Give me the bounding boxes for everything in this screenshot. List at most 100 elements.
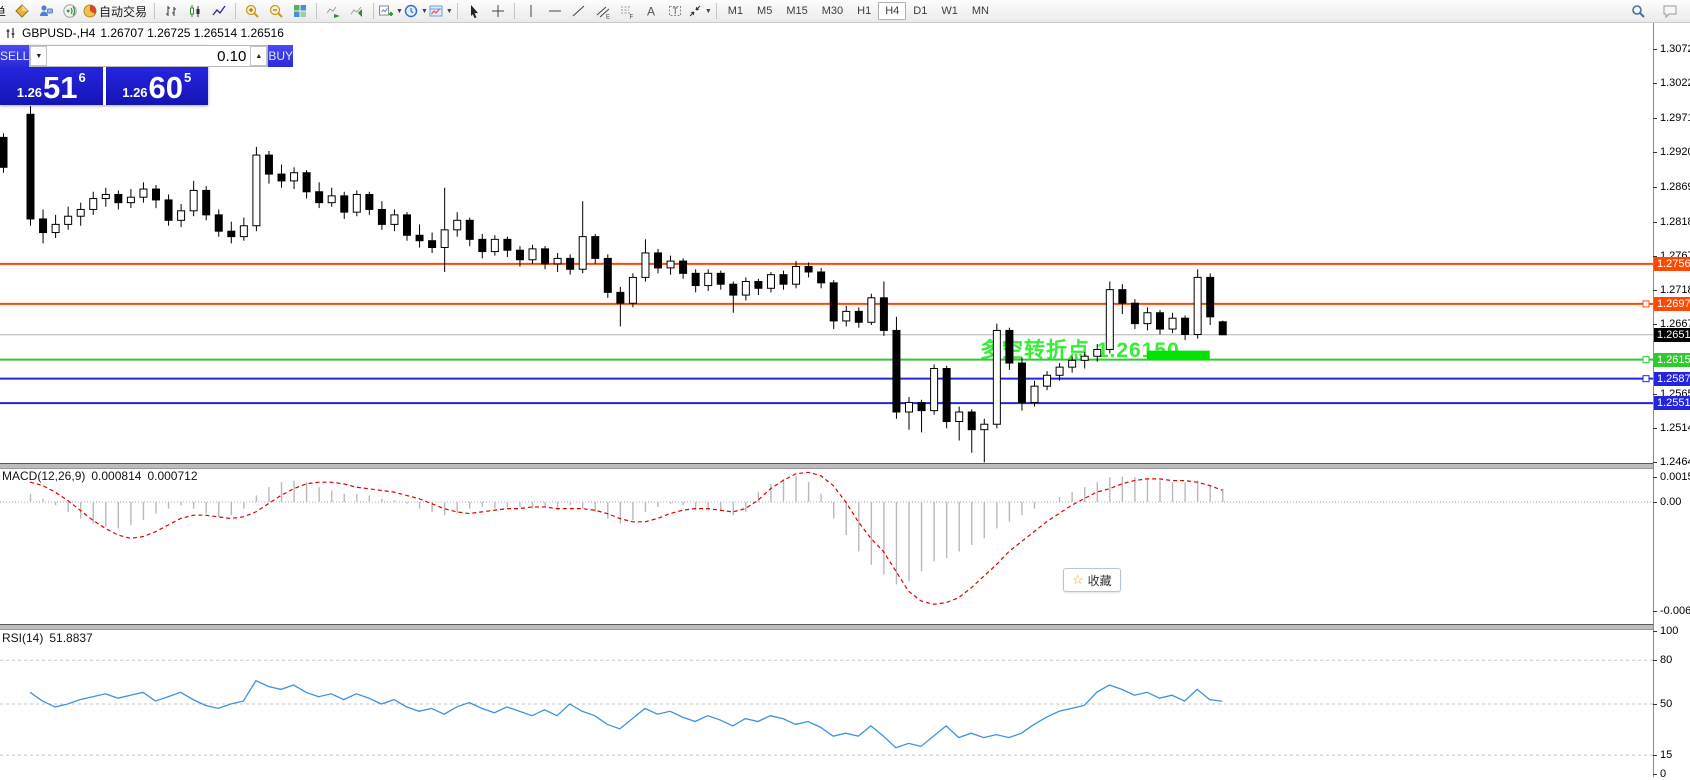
timeframe-m1-button[interactable]: M1	[727, 5, 744, 17]
autotrading-button[interactable]: 自动交易	[82, 1, 150, 21]
timeframe-h4-button[interactable]: H4	[878, 2, 907, 20]
price-level-label: 1.2587	[1654, 371, 1690, 386]
sell-price[interactable]: 1.26 51 6	[0, 67, 103, 105]
axis-tick-label: 100	[1660, 625, 1679, 637]
axis-tick-label: 50	[1660, 698, 1673, 710]
axis-tick-label: 80	[1660, 654, 1673, 667]
axis-tick	[1653, 187, 1657, 188]
dropdown-arrow-icon[interactable]: ▼	[420, 7, 428, 15]
axis-tick	[1653, 502, 1657, 503]
panel-separator-macd[interactable]	[0, 463, 1653, 469]
axis-tick	[1653, 83, 1657, 85]
new-order-icon[interactable]: 单	[0, 1, 10, 21]
axis-tick-label: 1.2920	[1660, 146, 1690, 159]
buy-button[interactable]: BUY	[268, 45, 294, 67]
axis-tick-label: 1.2818	[1660, 215, 1690, 228]
axis-tick	[1653, 289, 1657, 291]
axis-tick	[1653, 774, 1657, 775]
autotrading-button-label: 自动交易	[99, 4, 148, 19]
axis-tick-label: 1.2667	[1660, 318, 1690, 331]
chart-shift-icon[interactable]	[345, 1, 369, 21]
auto-scroll-icon[interactable]	[321, 1, 345, 21]
volume-down-button[interactable]: ▼	[30, 46, 48, 66]
axis-tick	[1653, 610, 1657, 612]
axis-tick	[1653, 755, 1657, 757]
chat-icon[interactable]	[1658, 1, 1682, 21]
toolbar: 单 自动交易 ▼ ▼ ▼ E F A T ▼ M1 M5 M15 M30 H1 H4 D1 W1 MN	[0, 0, 1690, 23]
volume-up-button[interactable]: ▲	[250, 46, 268, 66]
svg-text:E: E	[606, 15, 610, 20]
axis-tick	[1653, 49, 1657, 51]
timeframe-h1-button[interactable]: H1	[857, 5, 872, 17]
channel-icon[interactable]: E	[591, 1, 615, 21]
trendline-icon[interactable]	[567, 1, 591, 21]
axis-tick	[1653, 428, 1657, 430]
arrows-icon[interactable]: ▼	[687, 1, 712, 21]
candlestick-chart-icon[interactable]	[183, 1, 207, 21]
bar-chart-icon[interactable]	[159, 1, 183, 21]
volume-input[interactable]	[47, 46, 251, 66]
cursor-icon[interactable]	[462, 1, 486, 21]
panel-separator-rsi[interactable]	[0, 624, 1653, 630]
favorite-button[interactable]: ☆ 收藏	[1063, 568, 1121, 592]
axis-tick-label: 1.2514	[1660, 422, 1690, 435]
timeframe-m30-button[interactable]: M30	[821, 5, 844, 17]
text-icon[interactable]: A	[639, 1, 663, 21]
templates-icon[interactable]: ▼	[428, 1, 453, 21]
text-label-icon[interactable]: T	[663, 1, 687, 21]
dropdown-arrow-icon[interactable]: ▼	[396, 7, 403, 15]
price-level-label: 1.2615	[1654, 352, 1690, 367]
profiles-icon[interactable]: ▼	[403, 1, 428, 21]
axis-tick-label: 0.00154	[1660, 470, 1690, 483]
axis-tick-label: 0	[1660, 768, 1667, 780]
price-level-label: 1.2756	[1654, 256, 1690, 271]
zoom-out-icon[interactable]	[264, 1, 288, 21]
toolbar-separator	[715, 3, 717, 19]
dropdown-arrow-icon[interactable]: ▼	[704, 7, 712, 15]
axis-tick-label: -0.0066	[1660, 604, 1690, 617]
vertical-line-icon[interactable]	[519, 1, 543, 21]
axis-tick	[1653, 117, 1657, 119]
chart-title: GBPUSD-,H4 1.26707 1.26725 1.26514 1.265…	[5, 26, 284, 40]
symbol-period: GBPUSD-,H4	[22, 26, 96, 40]
chart-annotation: 多空转折点 1.26150	[980, 339, 1180, 362]
price-axis[interactable]	[1653, 22, 1654, 777]
signals-icon[interactable]	[58, 1, 82, 21]
sell-button[interactable]: SELL	[0, 45, 30, 67]
new-chart-icon[interactable]: ▼	[378, 1, 403, 21]
price-level-label: 1.2551	[1654, 396, 1690, 411]
crosshair-icon[interactable]	[486, 1, 510, 21]
search-icon[interactable]	[1626, 1, 1650, 21]
axis-tick	[1653, 152, 1657, 154]
timeframe-m15-button[interactable]: M15	[786, 5, 808, 17]
price-level-label: 1.2651	[1654, 327, 1690, 342]
ohlc-values: 1.26707 1.26725 1.26514 1.26516	[100, 26, 284, 40]
timeframe-w1-button[interactable]: W1	[941, 5, 958, 17]
dropdown-arrow-icon[interactable]: ▼	[445, 7, 453, 15]
star-icon: ☆	[1072, 572, 1084, 587]
axis-tick	[1653, 476, 1657, 478]
timeframe-mn-button[interactable]: MN	[971, 5, 989, 17]
svg-text:F: F	[629, 15, 633, 20]
timeframe-m5-button[interactable]: M5	[757, 5, 773, 17]
axis-tick-label: 1.2464	[1660, 456, 1690, 469]
zoom-in-icon[interactable]	[240, 1, 264, 21]
fibonacci-icon[interactable]: F	[615, 1, 639, 21]
axis-tick	[1653, 221, 1657, 223]
horizontal-line-icon[interactable]	[543, 1, 567, 21]
chart-canvas[interactable]	[0, 0, 1653, 777]
terminal-icon[interactable]	[34, 1, 58, 21]
market-watch-icon[interactable]	[10, 1, 34, 21]
chart-window-icon	[6, 28, 15, 38]
toolbar-separator	[373, 3, 375, 19]
toolbar-separator	[235, 3, 237, 19]
favorite-label: 收藏	[1087, 573, 1112, 588]
axis-tick	[1653, 631, 1657, 632]
timeframe-d1-button[interactable]: D1	[913, 5, 928, 17]
axis-tick	[1653, 324, 1657, 326]
buy-price[interactable]: 1.26 60 5	[105, 67, 208, 105]
tile-windows-icon[interactable]	[288, 1, 312, 21]
svg-text:T: T	[672, 6, 678, 16]
line-chart-icon[interactable]	[207, 1, 231, 21]
